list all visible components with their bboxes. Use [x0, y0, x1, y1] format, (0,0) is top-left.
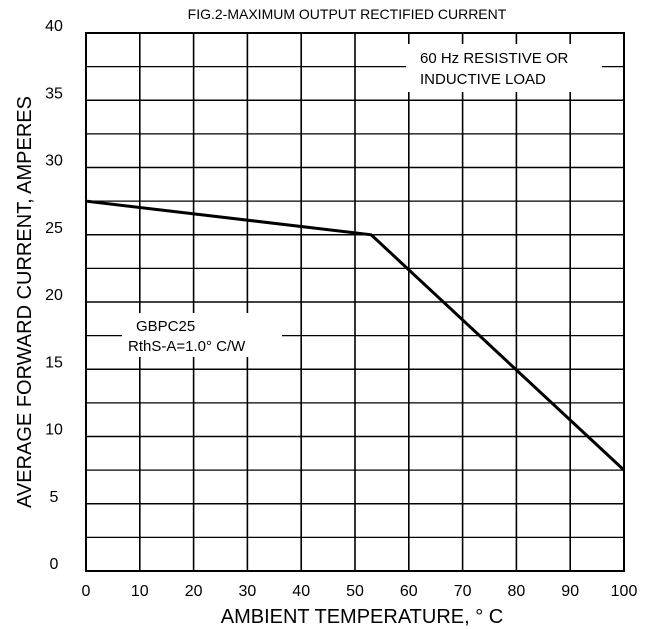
series-line	[85, 199, 626, 472]
x-tick-label: 50	[346, 583, 364, 600]
y-tick-label: 5	[50, 489, 59, 506]
y-tick-label: 35	[45, 85, 63, 102]
series-group	[85, 199, 626, 472]
device-note-line-2: RthS-A=1.0° C/W	[128, 338, 246, 355]
x-tick-label: 60	[400, 583, 418, 600]
device-note-line-1: GBPC25	[136, 318, 195, 335]
y-axis-label: AVERAGE FORWARD CURRENT, AMPERES	[14, 96, 36, 508]
y-tick-label: 0	[50, 556, 59, 573]
x-tick-label: 80	[508, 583, 526, 600]
device-note-box	[122, 313, 282, 357]
x-tick-label: 20	[185, 583, 203, 600]
y-tick-label: 30	[45, 153, 63, 170]
x-tick-labels: 0 10 20 30 40 50 60 70 80 90 100	[82, 583, 638, 600]
y-tick-label: 15	[45, 354, 63, 371]
x-tick-label: 90	[561, 583, 579, 600]
plot-frame	[85, 32, 625, 572]
x-tick-label: 40	[292, 583, 310, 600]
major-gridlines	[86, 33, 624, 571]
load-note-line-2: INDUCTIVE LOAD	[420, 71, 546, 88]
load-note-box	[406, 44, 602, 92]
x-tick-label: 10	[131, 583, 149, 600]
x-tick-label: 30	[239, 583, 257, 600]
y-tick-label: 25	[45, 220, 63, 237]
x-tick-label: 0	[82, 583, 91, 600]
y-tick-label: 40	[45, 18, 63, 35]
y-tick-labels: 0 5 10 15 20 25 30 35 40	[45, 18, 63, 573]
chart-title: FIG.2-MAXIMUM OUTPUT RECTIFIED CURRENT	[188, 6, 507, 22]
y-tick-label: 20	[45, 287, 63, 304]
y-tick-label: 10	[45, 422, 63, 439]
x-tick-label: 70	[454, 583, 472, 600]
load-note-line-1: 60 Hz RESISTIVE OR	[420, 50, 569, 67]
x-axis-label: AMBIENT TEMPERATURE, ° C	[221, 606, 503, 628]
x-tick-label: 100	[611, 583, 638, 600]
